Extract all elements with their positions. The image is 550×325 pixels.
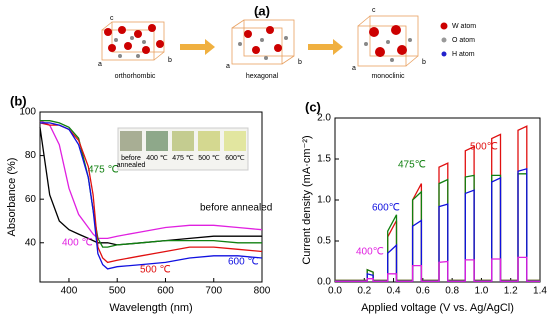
- inset-label: 600℃: [225, 155, 245, 162]
- x-tick-label: 1.0: [474, 286, 488, 297]
- phase-label: orthorhombic: [115, 73, 156, 80]
- plot-frame: [39, 111, 263, 283]
- phase-label: monoclinic: [371, 73, 405, 80]
- series-line: [40, 120, 262, 248]
- axis-letter: c: [372, 7, 376, 14]
- series-line: [335, 167, 540, 282]
- inset-label: 500 ℃: [198, 155, 220, 162]
- phase-label: hexagonal: [246, 73, 279, 80]
- crystal-hexagonal: [231, 19, 295, 65]
- axis-letter: b: [168, 57, 172, 64]
- x-tick-label: 400: [61, 286, 78, 297]
- series-label: 475 ℃: [88, 165, 119, 176]
- legend-swatch: [441, 37, 447, 43]
- axis-letter: a: [352, 65, 356, 72]
- y-tick-label: 0.5: [317, 236, 331, 247]
- x-tick-label: 0.6: [416, 286, 430, 297]
- sample-swatch: [120, 131, 142, 151]
- axis-letter: c: [256, 13, 260, 20]
- series-label: before annealed: [200, 203, 272, 214]
- x-axis-label: Wavelength (nm): [109, 302, 192, 314]
- inset-label: annealed: [117, 162, 146, 169]
- x-tick-label: 700: [205, 286, 222, 297]
- axis-letter: a: [98, 61, 102, 68]
- crystal-monoclinic: [357, 15, 419, 67]
- series-line: [335, 256, 540, 282]
- axis-letter: b: [298, 59, 302, 66]
- legend-label: H atom: [452, 51, 475, 58]
- legend-swatch: [441, 51, 447, 57]
- y-tick-label: 80: [25, 150, 37, 161]
- series-label: 400 ℃: [62, 238, 93, 249]
- series-label: 500 ℃: [140, 265, 171, 276]
- series-line: [39, 127, 262, 246]
- x-tick-label: 0.8: [445, 286, 459, 297]
- y-tick-label: 2.0: [317, 113, 331, 124]
- legend-label: W atom: [452, 23, 476, 30]
- series-label: 600 ℃: [228, 257, 259, 268]
- sample-swatch: [146, 131, 168, 151]
- x-tick-label: 600: [157, 286, 174, 297]
- y-tick-label: 60: [25, 194, 37, 205]
- series-label: 600℃: [372, 203, 400, 214]
- x-tick-label: 0.4: [387, 286, 401, 297]
- atoms: [364, 25, 412, 62]
- panel-label: (b): [10, 93, 27, 108]
- inset-label: 400 ℃: [146, 155, 168, 162]
- sample-swatch: [224, 131, 246, 151]
- y-tick-label: 100: [19, 107, 36, 118]
- x-tick-label: 500: [109, 286, 126, 297]
- crystal-orthorhombic: [101, 21, 165, 61]
- inset-label: 475 ℃: [172, 155, 194, 162]
- y-axis-label: Current density (mA·cm⁻²): [301, 135, 313, 264]
- axis-letter: a: [226, 63, 230, 70]
- axis-letter: c: [110, 15, 114, 22]
- y-tick-label: 1.5: [317, 154, 331, 165]
- arrow: [180, 39, 215, 55]
- x-tick-label: 1.2: [504, 286, 518, 297]
- series-label: 500℃: [470, 142, 498, 153]
- y-axis-label: Absorbance (%): [6, 158, 18, 237]
- x-tick-label: 0.0: [328, 286, 342, 297]
- series-label: 400℃: [356, 247, 384, 258]
- series-line: [39, 120, 263, 240]
- inset-label: before: [121, 155, 141, 162]
- sample-swatch: [172, 131, 194, 151]
- atoms: [104, 24, 164, 58]
- series-label: 475℃: [398, 160, 426, 171]
- axis-letter: b: [422, 59, 426, 66]
- y-tick-label: 0.0: [317, 277, 331, 288]
- y-tick-label: 1.0: [317, 195, 331, 206]
- x-axis-label: Applied voltage (V vs. Ag/AgCl): [361, 302, 514, 314]
- series-line: [40, 122, 263, 270]
- sample-swatch: [198, 131, 220, 151]
- x-tick-label: 800: [254, 286, 271, 297]
- legend-swatch: [440, 22, 448, 30]
- legend-label: O atom: [452, 37, 475, 44]
- x-tick-label: 1.4: [533, 286, 547, 297]
- atoms: [238, 26, 288, 60]
- y-tick-label: 40: [25, 237, 37, 248]
- series-line: [335, 173, 540, 282]
- panel-label: (c): [305, 99, 321, 114]
- panel-label: (a): [254, 3, 270, 18]
- x-tick-label: 0.2: [357, 286, 371, 297]
- arrow: [308, 39, 343, 55]
